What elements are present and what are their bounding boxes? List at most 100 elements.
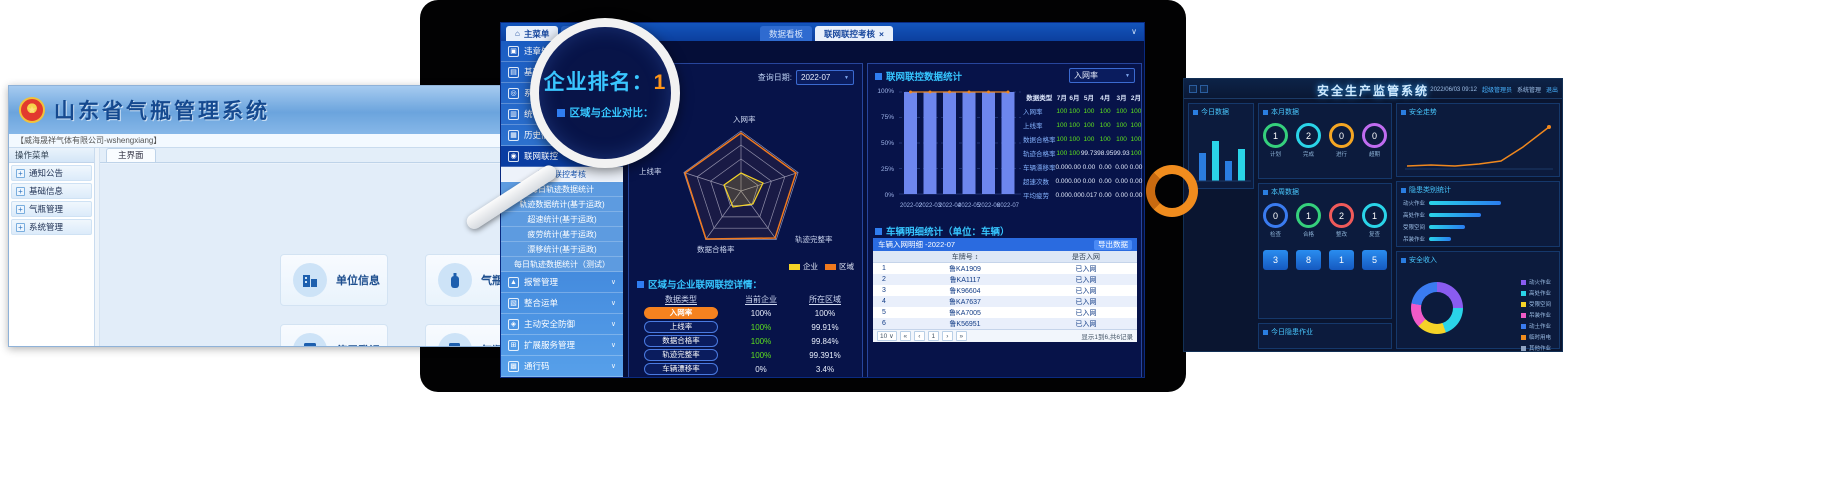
- table-row[interactable]: 3 鲁K96604 已入网: [873, 285, 1137, 296]
- menu-extended-services[interactable]: ⊞ 扩展服务管理 ∨: [501, 335, 623, 356]
- expand-icon[interactable]: +: [16, 204, 25, 214]
- submenu-drift-stats[interactable]: 漂移统计(基于运政): [501, 242, 623, 257]
- submenu-daily-track-test[interactable]: 每日轨迹数据统计（测试）: [501, 257, 623, 272]
- inspection-icon: [438, 333, 472, 346]
- metric-button-data-pass-rate[interactable]: 数据合格率: [644, 335, 718, 347]
- bullet-icon: [1263, 109, 1268, 115]
- metric-button-track-complete-rate[interactable]: 轨迹完整率: [644, 349, 718, 361]
- hazard-row: 高处作业: [1397, 209, 1559, 221]
- table-row[interactable]: 1 鲁KA1909 已入网: [873, 263, 1137, 274]
- table-row: 上线率 100 100 100 100 100 100: [1023, 121, 1142, 131]
- card-usage-register[interactable]: 使用登记: [280, 324, 388, 346]
- collapse-icon[interactable]: ∨: [1131, 27, 1137, 36]
- card-unit-info[interactable]: 单位信息: [280, 254, 388, 306]
- dashboard-header: 安全生产监管系统 2022/06/03 09:12 超级管理员 系统管理 退出: [1184, 79, 1562, 99]
- stat-ring: 0 进行: [1329, 123, 1354, 158]
- submenu-overspeed-stats[interactable]: 超速统计(基于运政): [501, 212, 623, 227]
- table-row: 数据合格率 100 100 100 100 100 100: [1023, 135, 1142, 145]
- stat-tile[interactable]: 3: [1263, 250, 1288, 270]
- chevron-down-icon: ∨: [610, 300, 616, 307]
- submenu-track-data-stats[interactable]: 轨迹数据统计(基于运政): [501, 197, 623, 212]
- table-row: 平均疲劳 0.00 0.00 0.017 0.00 0.00 0.00: [1023, 191, 1143, 201]
- legend-company: 企业: [789, 261, 818, 272]
- menu-pass-code[interactable]: ▩ 通行码 ∨: [501, 356, 623, 377]
- menu-active-safety[interactable]: ◈ 主动安全防御 ∨: [501, 314, 623, 335]
- dashboard-title: 安全生产监管系统: [1316, 84, 1430, 98]
- extension-icon: ⊞: [508, 339, 519, 351]
- tab-network-assessment[interactable]: 联网联控考核 ×: [815, 26, 893, 41]
- table-row: 入网率 100 100 100 100 100 100: [1023, 107, 1142, 117]
- sidebar-item-notices[interactable]: + 通知公告: [11, 165, 92, 181]
- company-rank: 企业排名：1: [543, 71, 667, 94]
- x-tick: 2022-04: [938, 203, 962, 209]
- card-cylinder-inspection[interactable]: 气瓶报检: [425, 324, 507, 346]
- stat-tile[interactable]: 8: [1296, 250, 1321, 270]
- table-row: 车辆漂移率 0.00 0.00 0.00 0.00 0.00 0.00: [1023, 163, 1143, 173]
- gas-cylinder-app-window: ★ 山东省气瓶管理系统 【威海晟祥气体有限公司-wshengxiang】 操作菜…: [8, 85, 508, 347]
- dropdown-arrow-icon: ▼: [1125, 72, 1130, 79]
- table-row[interactable]: 4 鲁KA7637 已入网: [873, 296, 1137, 307]
- chevron-down-icon: ∨: [610, 342, 616, 349]
- card-cylinder-mgmt[interactable]: 气瓶管理: [425, 254, 507, 306]
- metric-button-overspeed-count[interactable]: 超速次数: [644, 377, 718, 378]
- tab-dashboard[interactable]: 数据看板: [760, 26, 813, 41]
- vehicle-table-titlebar: 车辆入网明细 -2022-07 导出数据: [873, 238, 1137, 251]
- current-page[interactable]: 1: [927, 331, 939, 341]
- waybill-icon: ▧: [508, 297, 519, 309]
- detail-table-header: 数据类型 当前企业 所在区域: [665, 294, 841, 304]
- menu-waybill[interactable]: ▧ 整合运单 ∨: [501, 293, 623, 314]
- next-page-button[interactable]: ›: [941, 331, 953, 341]
- query-date-select[interactable]: 2022-07 ▼: [796, 70, 854, 85]
- sidebar-header: 操作菜单: [9, 148, 94, 163]
- detail-row: 车辆漂移率 0% 3.4%: [633, 362, 860, 376]
- sidebar-item-cylinder-mgmt[interactable]: + 气瓶管理: [11, 201, 92, 217]
- sidebar-item-basic-info[interactable]: + 基础信息: [11, 183, 92, 199]
- prev-page-button[interactable]: ‹: [913, 331, 925, 341]
- y-tick: 100%: [877, 88, 894, 95]
- stat-ring: 1 合格: [1296, 203, 1321, 238]
- submenu-fatigue-stats[interactable]: 疲劳统计(基于运政): [501, 227, 623, 242]
- dropdown-arrow-icon: ∨: [889, 333, 894, 340]
- first-page-button[interactable]: «: [899, 331, 911, 341]
- metric-button-online-rate[interactable]: 上线率: [644, 321, 718, 333]
- sidebar-splitter[interactable]: [95, 148, 100, 346]
- metric-button-drift-rate[interactable]: 车辆漂移率: [644, 363, 718, 375]
- tab-main-view[interactable]: 主界面: [106, 148, 156, 162]
- tab-main-menu[interactable]: ⌂ 主菜单: [506, 26, 559, 41]
- safety-trend-panel: 安全走势: [1396, 103, 1560, 177]
- metric-select[interactable]: 入网率 ▼: [1069, 68, 1135, 83]
- bullet-icon: [1401, 109, 1406, 115]
- radar-chart: 入网率 上线率 轨迹完整率 数据合格率 企业 区域: [637, 115, 856, 274]
- expand-icon[interactable]: +: [16, 222, 25, 232]
- menu-alarm-mgmt[interactable]: ▲ 报警管理 ∨: [501, 272, 623, 293]
- close-icon[interactable]: ×: [879, 28, 884, 39]
- logout-button[interactable]: 退出: [1545, 88, 1558, 94]
- x-tick: 2022-07: [996, 203, 1020, 209]
- bullet-icon: [875, 227, 882, 235]
- week-data-panel: 本周数据 0 检查 1 合格 2 整改 1 复查 3 8 1 5: [1258, 183, 1392, 319]
- submenu-network-assessment[interactable]: 联网联控考核: [501, 167, 623, 182]
- stat-tile[interactable]: 1: [1329, 250, 1354, 270]
- table-row[interactable]: 6 鲁K56951 已入网: [873, 318, 1137, 329]
- table-row[interactable]: 2 鲁KA1117 已入网: [873, 274, 1137, 285]
- tab-bar: 主界面: [100, 148, 507, 163]
- page-size-select[interactable]: 10 ∨: [877, 331, 897, 341]
- sidebar-item-system-mgmt[interactable]: + 系统管理: [11, 219, 92, 235]
- app-header: ★ 山东省气瓶管理系统: [9, 86, 507, 134]
- metric-button-network-rate[interactable]: 入网率: [644, 307, 718, 319]
- stat-ring: 1 计划: [1263, 123, 1288, 158]
- system-nav[interactable]: 系统管理: [1516, 88, 1541, 94]
- record-summary: 显示1到6,共6记录: [1081, 334, 1133, 341]
- y-tick: 0%: [884, 192, 894, 199]
- expand-icon[interactable]: +: [16, 186, 25, 196]
- export-button[interactable]: 导出数据: [1094, 239, 1132, 250]
- bar-chart: [898, 88, 1022, 200]
- expand-icon[interactable]: +: [16, 168, 25, 178]
- header-menu-icons[interactable]: [1189, 85, 1208, 93]
- vehicle-table: 车辆入网明细 -2022-07 导出数据 车牌号 ↕ 是否入网 1 鲁KA1909…: [873, 238, 1137, 342]
- sort-icon: ↕: [974, 253, 979, 261]
- table-row[interactable]: 5 鲁KA7005 已入网: [873, 307, 1137, 318]
- stat-tile[interactable]: 5: [1362, 250, 1387, 270]
- cylinder-icon: [438, 263, 472, 297]
- last-page-button[interactable]: »: [955, 331, 967, 341]
